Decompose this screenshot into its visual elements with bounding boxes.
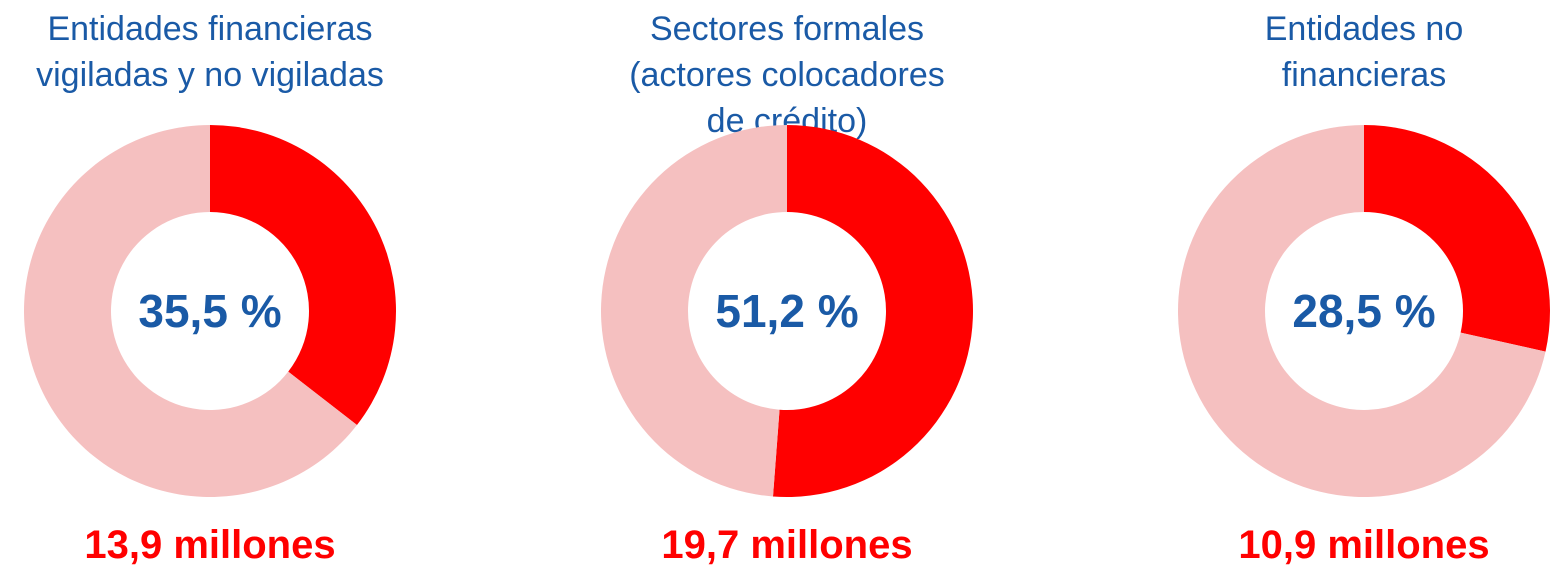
total-label: 19,7 millones (661, 523, 913, 567)
donut-svg (601, 125, 973, 497)
donut-chart: 51,2 % (601, 125, 973, 497)
donut-chart: 35,5 % (24, 125, 396, 497)
donut-panel-3: Entidades no financieras 28,5 % 10,9 mil… (1164, 0, 1559, 569)
center-percent-label: 28,5 % (1292, 285, 1436, 337)
donut-chart: 28,5 % (1178, 125, 1550, 497)
center-percent-label: 51,2 % (715, 285, 859, 337)
panel-title: Entidades no financieras (1264, 10, 1464, 94)
donut-svg (1178, 125, 1550, 497)
donut-panel-2: Sectores formales (actores colocadores d… (587, 0, 987, 569)
total-label: 13,9 millones (84, 523, 336, 567)
donut-slice-remainder (24, 125, 357, 497)
panel-title: Sectores formales (actores colocadores d… (629, 10, 945, 140)
panel-title: Entidades financieras vigiladas y no vig… (36, 10, 384, 94)
donut-slice-remainder (1178, 125, 1546, 497)
donut-panel-1: Entidades financieras vigiladas y no vig… (10, 0, 410, 569)
center-percent-label: 35,5 % (138, 285, 282, 337)
donut-slice-highlight (772, 125, 973, 497)
donut-slice-remainder (601, 125, 787, 497)
donut-slice-highlight (1364, 125, 1550, 352)
total-label: 10,9 millones (1238, 523, 1490, 567)
donut-slice-highlight (210, 125, 396, 426)
donut-svg (24, 125, 396, 497)
